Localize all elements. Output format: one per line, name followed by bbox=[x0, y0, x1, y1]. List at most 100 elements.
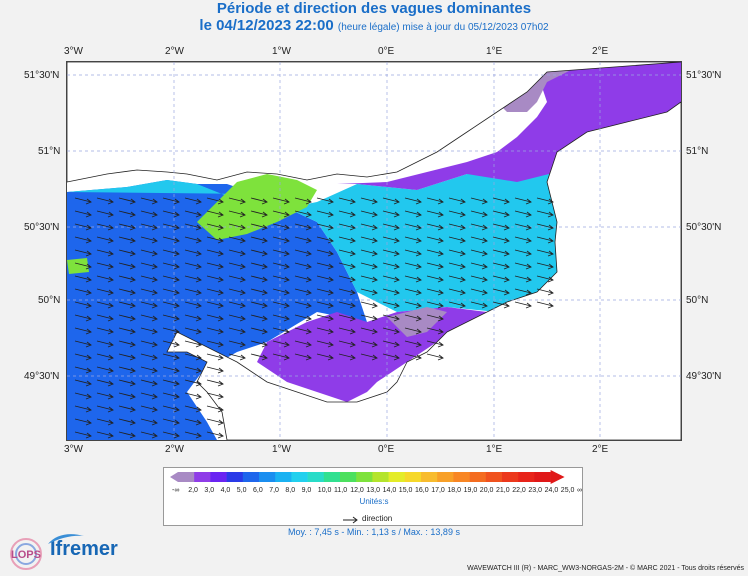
wave-direction-arrow bbox=[426, 223, 444, 231]
wave-direction-arrow bbox=[96, 236, 114, 244]
wave-direction-arrow bbox=[250, 223, 268, 231]
wave-direction-arrow bbox=[360, 353, 378, 361]
lon-label-top: 2°E bbox=[592, 46, 609, 57]
wave-direction-arrow bbox=[470, 236, 488, 244]
wave-direction-arrow bbox=[448, 249, 466, 257]
wave-direction-arrow bbox=[118, 236, 136, 244]
wave-direction-arrow bbox=[272, 340, 290, 348]
legend-swatch bbox=[502, 472, 519, 482]
legend-swatch bbox=[178, 472, 195, 482]
wave-direction-arrow bbox=[206, 262, 224, 270]
wave-direction-arrow bbox=[448, 301, 466, 309]
wave-direction-arrow bbox=[316, 301, 334, 309]
wave-direction-arrow bbox=[140, 236, 158, 244]
wave-direction-arrow bbox=[228, 301, 246, 309]
wave-direction-arrow bbox=[206, 275, 224, 283]
legend-swatch bbox=[194, 472, 211, 482]
wave-direction-arrow bbox=[184, 197, 202, 205]
wave-direction-arrow bbox=[184, 236, 202, 244]
map-canvas bbox=[66, 61, 682, 441]
wave-direction-arrow bbox=[162, 249, 180, 257]
wave-direction-arrow bbox=[140, 223, 158, 231]
legend-swatch bbox=[356, 472, 373, 482]
legend-max-arrow bbox=[550, 470, 565, 484]
wave-direction-arrow bbox=[140, 353, 158, 361]
wave-period-map[interactable] bbox=[66, 61, 682, 441]
wave-direction-arrow bbox=[316, 275, 334, 283]
wave-direction-arrow bbox=[536, 288, 554, 296]
wave-direction-arrow bbox=[206, 197, 224, 205]
wave-direction-arrow bbox=[250, 275, 268, 283]
legend-tick-label: 19,0 bbox=[463, 487, 478, 494]
wave-direction-arrow bbox=[448, 236, 466, 244]
wave-direction-arrow bbox=[74, 379, 92, 387]
wave-direction-arrow bbox=[118, 301, 136, 309]
wave-direction-arrow bbox=[184, 353, 202, 361]
wave-direction-arrow bbox=[338, 249, 356, 257]
wave-direction-arrow bbox=[492, 210, 510, 218]
wave-direction-arrow bbox=[74, 275, 92, 283]
wave-direction-arrow bbox=[118, 340, 136, 348]
wave-direction-arrow bbox=[250, 301, 268, 309]
legend-swatch bbox=[453, 472, 470, 482]
wave-direction-arrow bbox=[294, 288, 312, 296]
wave-direction-arrow bbox=[338, 327, 356, 335]
wave-direction-arrow bbox=[294, 223, 312, 231]
lat-label-left: 50°30'N bbox=[24, 222, 60, 233]
wave-direction-arrow bbox=[382, 249, 400, 257]
wave-direction-arrow bbox=[294, 275, 312, 283]
wave-direction-arrow bbox=[184, 275, 202, 283]
wave-direction-arrow bbox=[74, 249, 92, 257]
wave-direction-arrow bbox=[404, 288, 422, 296]
legend-tick-label: 9,0 bbox=[301, 487, 312, 494]
wave-direction-arrow bbox=[162, 327, 180, 335]
wave-direction-arrow bbox=[272, 223, 290, 231]
wave-direction-arrow bbox=[118, 314, 136, 322]
wave-direction-arrow bbox=[162, 353, 180, 361]
wave-direction-arrow bbox=[96, 314, 114, 322]
wave-direction-arrow bbox=[514, 301, 532, 309]
lat-label-right: 51°N bbox=[686, 146, 709, 157]
wave-direction-arrow bbox=[492, 301, 510, 309]
wave-direction-arrow bbox=[492, 275, 510, 283]
legend-swatch bbox=[372, 472, 389, 482]
wave-direction-arrow bbox=[118, 288, 136, 296]
legend-swatch bbox=[323, 472, 341, 482]
wave-direction-arrow bbox=[470, 223, 488, 231]
wave-direction-arrow bbox=[162, 197, 180, 205]
wave-direction-arrow bbox=[140, 366, 158, 374]
wave-direction-arrow bbox=[228, 262, 246, 270]
wave-direction-arrow bbox=[96, 327, 114, 335]
wave-direction-arrow bbox=[536, 275, 554, 283]
wave-direction-arrow bbox=[96, 366, 114, 374]
wave-direction-arrow bbox=[382, 210, 400, 218]
wave-direction-arrow bbox=[162, 431, 180, 439]
wave-direction-arrow bbox=[404, 314, 422, 322]
wave-direction-arrow bbox=[184, 327, 202, 335]
wave-direction-arrow bbox=[536, 223, 554, 231]
lon-label-bottom: 0°E bbox=[378, 444, 395, 455]
wave-direction-arrow bbox=[184, 288, 202, 296]
wave-direction-arrow bbox=[96, 392, 114, 400]
wave-direction-arrow bbox=[448, 197, 466, 205]
legend-units: Unités:s bbox=[359, 497, 389, 506]
wave-direction-arrow bbox=[536, 197, 554, 205]
wave-direction-arrow bbox=[228, 340, 246, 348]
wave-direction-arrow bbox=[228, 353, 246, 361]
wave-direction-arrow bbox=[426, 288, 444, 296]
legend-tick-label: 5,0 bbox=[236, 487, 247, 494]
wave-direction-arrow bbox=[206, 353, 224, 361]
wave-direction-arrow bbox=[118, 223, 136, 231]
wave-direction-arrow bbox=[316, 288, 334, 296]
wave-direction-arrow bbox=[96, 405, 114, 413]
direction-arrows bbox=[74, 197, 554, 439]
wave-direction-arrow bbox=[162, 275, 180, 283]
map-date-line: le 04/12/2023 22:00 (heure légale) mise … bbox=[0, 17, 748, 34]
wave-direction-arrow bbox=[404, 197, 422, 205]
sea-region-west bbox=[67, 180, 367, 440]
wave-direction-arrow bbox=[426, 275, 444, 283]
map-title: Période et direction des vagues dominant… bbox=[216, 0, 532, 17]
lon-label-top: 2°W bbox=[165, 46, 184, 57]
ifremer-logo-text: Ifremer bbox=[50, 538, 118, 560]
wave-direction-arrow bbox=[536, 249, 554, 257]
